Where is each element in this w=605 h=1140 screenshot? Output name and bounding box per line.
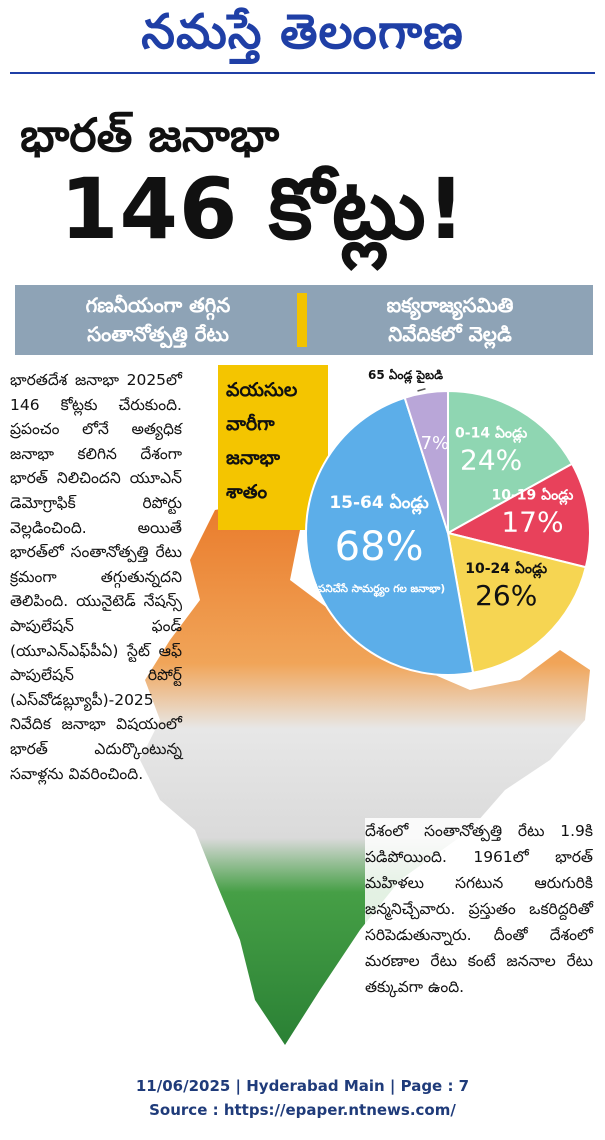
pie-chart: 0-14 ఏండ్లు24% 10-19 ఏండ్లు17% 10-24 ఏండ్ల… — [305, 368, 591, 676]
annotation: (పనిచేసే సామర్థ్యం గల జనాభా) — [313, 583, 445, 598]
banner-right: ఐక్యరాజ్యసమితి నివేదికలో వెల్లడి — [315, 291, 585, 349]
value-label: 24% — [460, 444, 522, 477]
category-label: 10-24 ఏండ్లు — [465, 561, 547, 579]
category-label: 15-64 ఏండ్లు — [329, 493, 429, 515]
banner-text: నివేదికలో వెల్లడి — [388, 322, 512, 346]
category-label: 0-14 ఏండ్లు — [455, 426, 527, 444]
banner-text: సంతానోత్పత్తి రేటు — [87, 322, 229, 346]
footer-date: 11/06/2025 | Hyderabad Main | Page : 7 — [135, 1077, 470, 1095]
value-label: 17% — [501, 506, 563, 539]
headline-line2: 146 కోట్లు! — [60, 160, 467, 258]
category-label: 65 ఏండ్ల పైబడి — [368, 368, 443, 384]
banner-left: గణనీయంగా తగ్గిన సంతానోత్పత్తి రేటు — [23, 291, 293, 349]
pie-slice — [305, 396, 475, 676]
pie-slice — [403, 389, 449, 534]
value-label: 7% — [421, 433, 450, 454]
value-label: 26% — [475, 579, 537, 612]
banner-text: గణనీయంగా తగ్గిన — [85, 293, 231, 317]
india-shape — [140, 500, 590, 1045]
banner-text: ఐక్యరాజ్యసమితి — [386, 293, 514, 317]
leader-line — [417, 388, 426, 392]
headline-line1: భారత్ జనాభా — [20, 108, 280, 162]
pie-slice — [446, 531, 588, 674]
value-label: 68% — [335, 524, 424, 570]
body-text: భారతదేశ జనాభా 2025లో 146 కోట్లకు చేరుకుం… — [10, 371, 182, 783]
masthead: నమస్తే తెలంగాణ — [141, 4, 464, 60]
body-text: దేశంలో సంతానోత్పత్తి రేటు 1.9కి పడిపోయిం… — [365, 818, 593, 1000]
footer-source: Source : https://epaper.ntnews.com/ — [149, 1101, 456, 1119]
rule — [10, 72, 595, 74]
banner: గణనీయంగా తగ్గిన సంతానోత్పత్తి రేటు ఐక్యర… — [15, 285, 593, 355]
pie-slice — [447, 389, 574, 535]
banner-divider — [297, 293, 307, 347]
category-label: 10-19 ఏండ్లు — [491, 488, 573, 506]
